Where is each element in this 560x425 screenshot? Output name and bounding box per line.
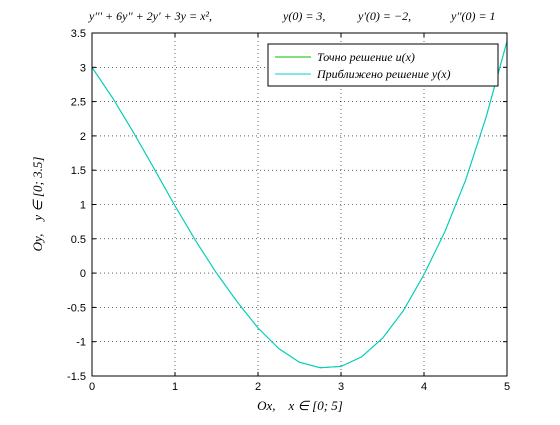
- y-tick-label: 0.5: [71, 234, 86, 246]
- legend-label-exact: Точно решение u(x): [317, 50, 415, 64]
- y-tick-label: -1.5: [67, 371, 86, 383]
- y-tick-label: 3.5: [71, 28, 86, 40]
- plot-area: [92, 33, 507, 376]
- y-tick-label: 2.5: [71, 97, 86, 109]
- y-axis-label: Oy, y ∈ [0; 3.5]: [30, 157, 45, 252]
- series-line-approx: [91, 41, 508, 369]
- chart-title-part-3: y'(0) = −2,: [357, 9, 411, 23]
- x-tick-label: 5: [504, 381, 510, 393]
- x-tick-label: 1: [172, 381, 178, 393]
- chart-title-part-4: y''(0) = 1: [450, 9, 496, 23]
- x-tick-label: 4: [421, 381, 427, 393]
- y-tick-label: 2: [80, 131, 86, 143]
- legend-label-approx: Приближено решение y(x): [316, 67, 451, 81]
- y-tick-label: 1: [80, 200, 86, 212]
- series-layer: [91, 41, 508, 369]
- x-axis-label: Ox, x ∈ [0; 5]: [257, 398, 343, 413]
- legend-box: [267, 43, 499, 87]
- y-tick-label: 3: [80, 62, 86, 74]
- x-tick-label: 2: [255, 381, 261, 393]
- y-tick-label: -1: [76, 337, 86, 349]
- y-tick-label: 0: [80, 268, 86, 280]
- legend: Точно решение u(x) Приближено решение y(…: [267, 43, 499, 87]
- x-tick-label: 0: [89, 381, 95, 393]
- y-tick-label: -0.5: [67, 302, 86, 314]
- chart-title-part-1: y''' + 6y'' + 2y' + 3y = x²,: [88, 9, 212, 23]
- tick-layer: 0 1 2 3 4 5 -1.5 -1 -0.5 0 0.5 1 1.5 2 2.5 3 3.5: [67, 28, 510, 393]
- y-tick-label: 1.5: [71, 165, 86, 177]
- chart-title-part-2: y(0) = 3,: [282, 9, 325, 23]
- x-tick-label: 3: [338, 381, 344, 393]
